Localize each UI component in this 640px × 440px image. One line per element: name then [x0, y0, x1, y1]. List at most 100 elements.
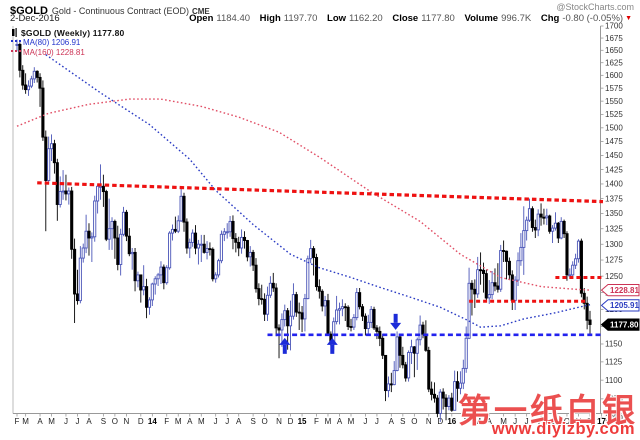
up-arrow-annotation: [326, 337, 338, 354]
svg-text:O: O: [262, 417, 268, 426]
svg-text:S: S: [550, 417, 555, 426]
chg-label: Chg: [540, 13, 560, 24]
watermark-site-url[interactable]: www.diyizby.com: [491, 420, 635, 438]
svg-text:J: J: [513, 417, 517, 426]
up-arrow-annotation: [279, 337, 291, 354]
svg-text:1700: 1700: [605, 22, 623, 31]
volume-label: Volume: [464, 13, 499, 24]
svg-text:S: S: [250, 417, 255, 426]
exchange-label: CME: [191, 7, 210, 16]
svg-text:A: A: [538, 417, 544, 426]
legend-ma80-row: MA(80) 1206.91: [11, 38, 124, 48]
svg-text:1375: 1375: [605, 194, 623, 203]
svg-text:A: A: [337, 417, 343, 426]
svg-text:A: A: [37, 417, 43, 426]
svg-text:16: 16: [447, 417, 456, 426]
svg-text:O: O: [564, 417, 570, 426]
svg-text:14: 14: [148, 417, 157, 426]
symbol-description: Gold - Continuous Contract (EOD): [51, 6, 189, 16]
svg-text:A: A: [487, 417, 493, 426]
svg-text:1475: 1475: [605, 137, 623, 146]
svg-text:1075: 1075: [605, 395, 623, 404]
quote-row: 2-Dec-2016 Open 1184.40 High 1197.70 Low 11…: [10, 13, 634, 24]
legend-ma160-row: MA(160) 1228.81: [11, 48, 124, 58]
svg-text:S: S: [101, 417, 106, 426]
svg-text:J: J: [75, 417, 79, 426]
svg-text:M: M: [22, 417, 29, 426]
svg-text:1425: 1425: [605, 165, 623, 174]
svg-text:17: 17: [597, 417, 606, 426]
legend-main-row: $GOLD (Weekly) 1177.80: [11, 28, 124, 38]
svg-text:1150: 1150: [605, 340, 623, 349]
svg-text:J: J: [363, 417, 367, 426]
svg-text:1125: 1125: [605, 358, 623, 367]
svg-text:1050: 1050: [605, 414, 623, 423]
low-value: 1162.20: [349, 13, 383, 24]
open-label: Open: [189, 13, 214, 24]
ma160-line-sample: [11, 50, 21, 55]
svg-text:1500: 1500: [605, 124, 623, 133]
chg-value: -0.80 (-0.05%): [562, 13, 624, 24]
high-value: 1197.70: [283, 13, 318, 24]
svg-text:1650: 1650: [605, 46, 623, 55]
svg-text:1600: 1600: [605, 71, 623, 80]
svg-text:A: A: [187, 417, 193, 426]
svg-text:F: F: [314, 417, 319, 426]
svg-text:D: D: [587, 417, 593, 426]
svg-text:1350: 1350: [605, 209, 623, 218]
close-label: Close: [392, 13, 419, 24]
svg-text:1177.80: 1177.80: [610, 320, 639, 329]
svg-text:J: J: [225, 417, 229, 426]
ma80-line-sample: [11, 40, 21, 45]
svg-text:J: J: [375, 417, 379, 426]
svg-text:1250: 1250: [605, 272, 623, 281]
svg-text:M: M: [348, 417, 355, 426]
svg-text:N: N: [426, 417, 432, 426]
svg-text:1675: 1675: [605, 34, 623, 43]
svg-text:1575: 1575: [605, 84, 623, 93]
candles-layer: [15, 39, 592, 422]
high-label: High: [259, 13, 281, 24]
svg-text:A: A: [389, 417, 395, 426]
price-callout: 1205.91: [600, 299, 640, 312]
svg-text:1205.91: 1205.91: [610, 301, 639, 310]
svg-text:1325: 1325: [605, 224, 623, 233]
close-value: 1177.80: [421, 13, 455, 24]
svg-text:S: S: [400, 417, 405, 426]
low-label: Low: [327, 13, 347, 24]
svg-text:15: 15: [298, 417, 307, 426]
svg-text:O: O: [411, 417, 417, 426]
ohlc-quote-bar: Open 1184.40 High 1197.70 Low 1162.20 Close…: [182, 13, 632, 24]
svg-text:A: A: [86, 417, 92, 426]
stockcharts-credit-link[interactable]: @StockCharts.com: [556, 2, 634, 12]
open-value: 1184.40: [216, 13, 251, 24]
price-callout: 1177.80: [600, 318, 640, 331]
svg-text:1625: 1625: [605, 58, 623, 67]
svg-text:J: J: [214, 417, 218, 426]
svg-text:1550: 1550: [605, 97, 623, 106]
svg-text:1228.81: 1228.81: [610, 286, 639, 295]
svg-text:1400: 1400: [605, 180, 623, 189]
svg-text:J: J: [525, 417, 529, 426]
svg-text:D: D: [138, 417, 144, 426]
watermark-site-name: 第一纸白银: [458, 391, 638, 430]
chart-date: 2-Dec-2016: [10, 13, 60, 24]
resistance-trendline: [37, 181, 604, 204]
price-callout: 1228.81: [600, 284, 640, 297]
legend-ma80-label: MA(80) 1206.91: [23, 38, 81, 47]
svg-text:F: F: [464, 417, 469, 426]
svg-text:1275: 1275: [605, 256, 623, 265]
svg-text:M: M: [175, 417, 182, 426]
ma160-line: [16, 98, 591, 291]
svg-text:1450: 1450: [605, 151, 623, 160]
price-axis: 1050107511001125115011751200122512501275…: [600, 22, 623, 423]
chart-header: $GOLD Gold - Continuous Contract (EOD) CME…: [10, 1, 634, 17]
change-down-triangle-icon: ▼: [625, 15, 632, 22]
symbol: $GOLD: [10, 5, 48, 17]
ma80-line: [45, 54, 591, 328]
svg-text:D: D: [288, 417, 294, 426]
svg-text:1100: 1100: [605, 376, 623, 385]
volume-value: 996.7K: [501, 13, 532, 24]
